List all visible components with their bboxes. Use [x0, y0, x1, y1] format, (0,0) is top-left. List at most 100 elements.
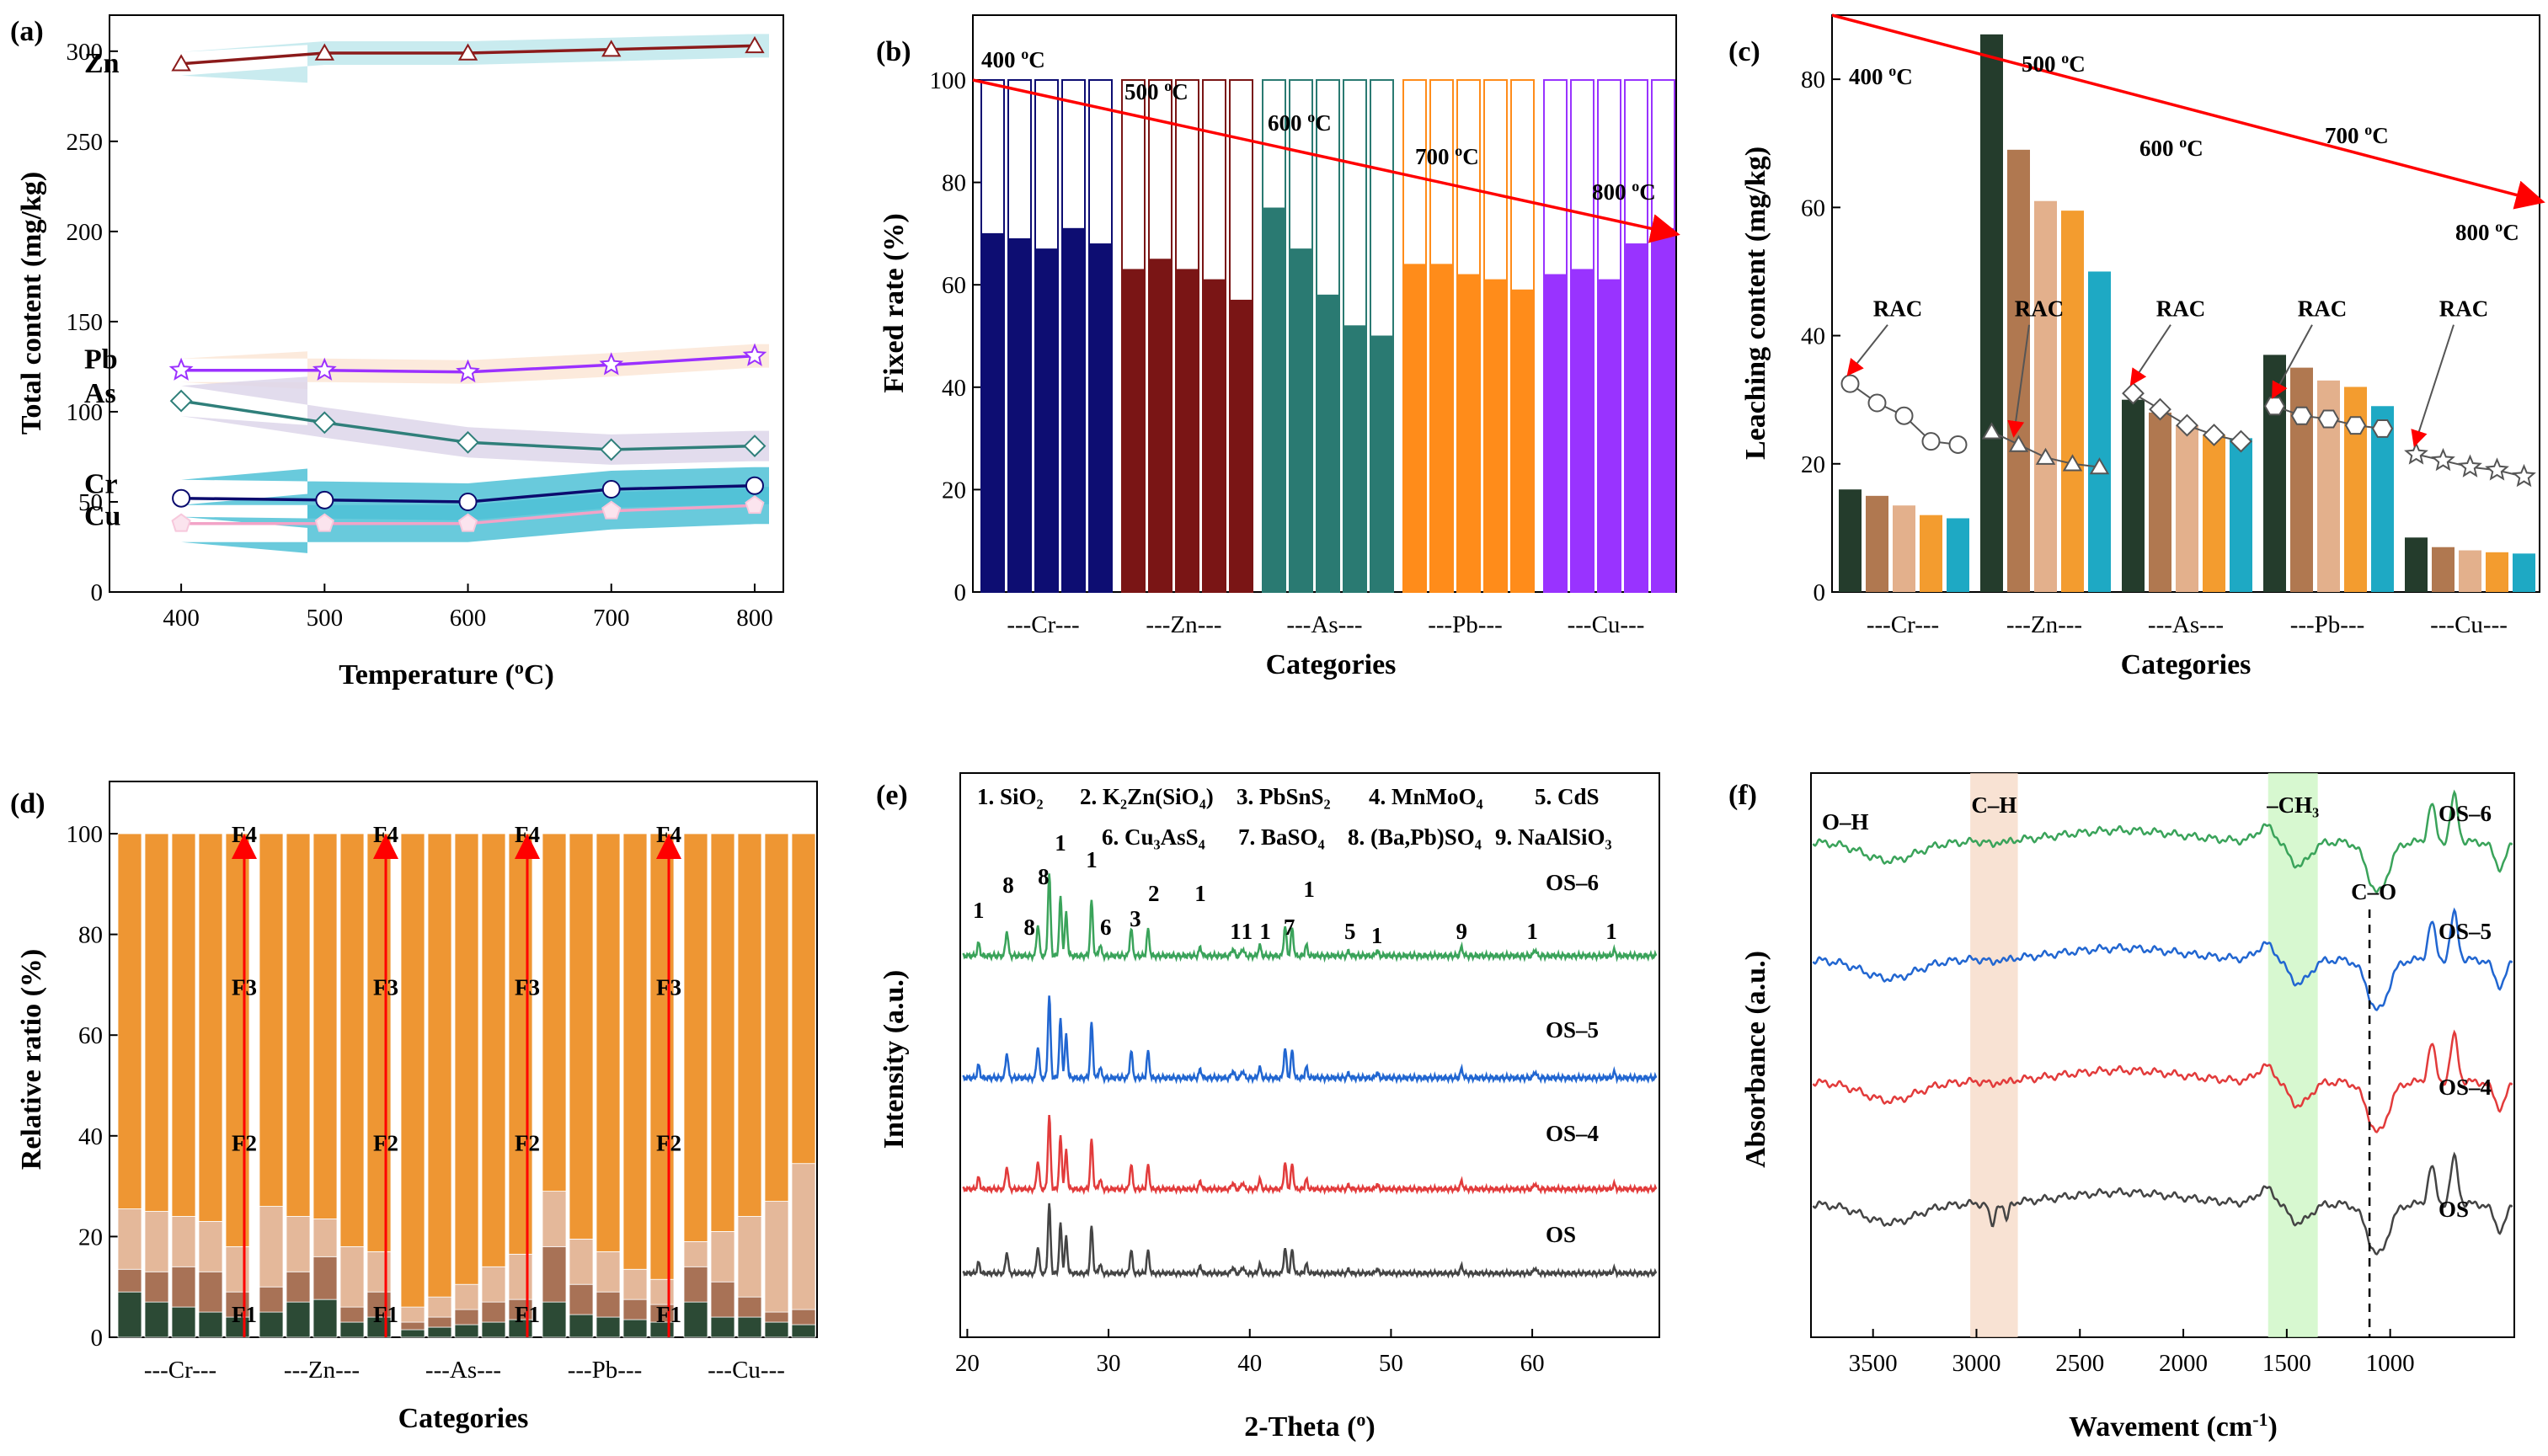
stack-f2-cu [710, 1281, 735, 1318]
rac-point-as [2176, 413, 2198, 437]
bar-as [1316, 294, 1340, 593]
rac-point-cu [2485, 457, 2509, 481]
rac-point-zn [2089, 457, 2110, 475]
stack-f3-as [508, 1253, 533, 1300]
stack-f4-cr [117, 833, 142, 1209]
fraction-label: F4 [515, 822, 540, 847]
bar-pb [1510, 289, 1535, 593]
bar-as [1370, 335, 1394, 593]
stack-f1-zn [312, 1299, 338, 1338]
bar-pb [2290, 367, 2313, 592]
stack-f1-cr [117, 1291, 142, 1338]
series-label-pb: Pb [84, 344, 118, 376]
rac-point-as [2149, 397, 2171, 421]
stack-f4-cu [710, 833, 735, 1232]
temperature-label-b: 400 oC [981, 45, 1045, 72]
stack-f2-pb [569, 1283, 594, 1315]
y-tick-label-d: 80 [78, 922, 103, 949]
stack-f1-cu [683, 1301, 708, 1338]
stack-f3-cu [710, 1231, 735, 1283]
x-axis-title-c: Categories [2121, 649, 2252, 680]
band-highlight [1970, 773, 2018, 1337]
data-point-cu [171, 513, 191, 532]
peak-label: 3 [1130, 906, 1141, 931]
stack-f2-as [454, 1309, 479, 1325]
y-axis-title-a: Total content (mg/kg) [16, 172, 47, 435]
panel-label-f: (f) [1728, 780, 1757, 811]
x-tick-label-e: 60 [1520, 1350, 1545, 1377]
phase-legend-item: 1. SiO₂ [977, 784, 1044, 809]
bar-cr [1893, 505, 1915, 592]
stack-f3-cu [791, 1163, 816, 1310]
data-point-as [457, 430, 479, 454]
data-point-cr [458, 492, 478, 511]
rac-point-cu [2431, 447, 2455, 472]
peak-label: 1 [1086, 847, 1098, 872]
bar-as [2176, 425, 2198, 592]
stack-f3-zn [259, 1206, 284, 1288]
bar-cr [1061, 227, 1086, 593]
stack-f2-cu [791, 1309, 816, 1325]
peak-label: 1 [1194, 881, 1206, 906]
bar-cr [1839, 489, 1862, 592]
bar-zn [1175, 269, 1199, 593]
y-tick-label-c: 80 [1801, 67, 1825, 93]
x-tick-label-a: 700 [593, 605, 630, 632]
peak-label: 1 [973, 898, 985, 923]
y-tick-label-b: 0 [954, 579, 967, 606]
stack-f2-pb [542, 1245, 567, 1303]
rac-label: RAC [2439, 296, 2489, 322]
bar-cr [1920, 515, 1942, 592]
panel-a: (a) Total content (mg/kg) Temperature (o… [10, 14, 784, 691]
fraction-label: F2 [373, 1131, 398, 1156]
phase-legend-item: 4. MnMoO₄ [1369, 784, 1483, 809]
stack-f1-cu [791, 1324, 816, 1338]
data-point-cu [745, 495, 765, 515]
y-tick-label-a: 300 [67, 39, 104, 66]
stack-f3-pb [542, 1191, 567, 1247]
x-tick-label-a: 500 [307, 605, 344, 632]
phase-legend-item: 5. CdS [1535, 784, 1600, 809]
fraction-label: F1 [515, 1302, 540, 1327]
stack-f2-as [427, 1316, 452, 1328]
category-label-b: ---As--- [1286, 611, 1362, 638]
bar-pb [1429, 264, 1454, 593]
category-label-b: ---Cu--- [1568, 611, 1645, 638]
y-axis-title-b: Fixed rate (%) [879, 213, 910, 392]
x-tick-label-a: 800 [736, 605, 773, 632]
bar-zn [1980, 34, 2003, 593]
rac-point-zn [2062, 454, 2083, 472]
stack-f3-pb [649, 1278, 675, 1305]
stack-f4-pb [596, 833, 621, 1252]
fraction-label: F2 [232, 1131, 257, 1156]
stack-f4-zn [339, 833, 365, 1247]
stack-f2-as [481, 1301, 506, 1323]
stack-f3-pb [622, 1268, 648, 1300]
co-label: C–O [2351, 879, 2396, 904]
stack-f4-cr [144, 833, 169, 1212]
stack-f1-zn [286, 1301, 311, 1338]
stack-f1-cu [764, 1321, 789, 1338]
x-tick-label-e: 20 [955, 1350, 980, 1377]
rac-label: RAC [2298, 296, 2348, 322]
series-label-cu: Cu [84, 501, 120, 532]
stack-f2-cu [683, 1266, 708, 1303]
stack-f3-pb [596, 1251, 621, 1293]
category-label-d: ---As--- [425, 1357, 501, 1384]
data-point-cu [314, 513, 334, 532]
stack-f2-cr [144, 1271, 169, 1303]
bar-as [2203, 435, 2225, 592]
panel-label-b: (b) [876, 36, 911, 67]
bar-cr [1007, 237, 1032, 593]
peak-label: 1 [1605, 919, 1617, 944]
data-point-as [169, 389, 193, 413]
data-point-as [743, 435, 767, 458]
stack-f3-as [481, 1266, 506, 1303]
rac-label: RAC [2156, 296, 2206, 322]
stack-f4-as [427, 833, 452, 1298]
stack-f1-cu [710, 1316, 735, 1338]
bar-pb [1402, 264, 1427, 593]
peak-label: 5 [1344, 919, 1356, 944]
peak-label: 1 [1526, 919, 1538, 944]
